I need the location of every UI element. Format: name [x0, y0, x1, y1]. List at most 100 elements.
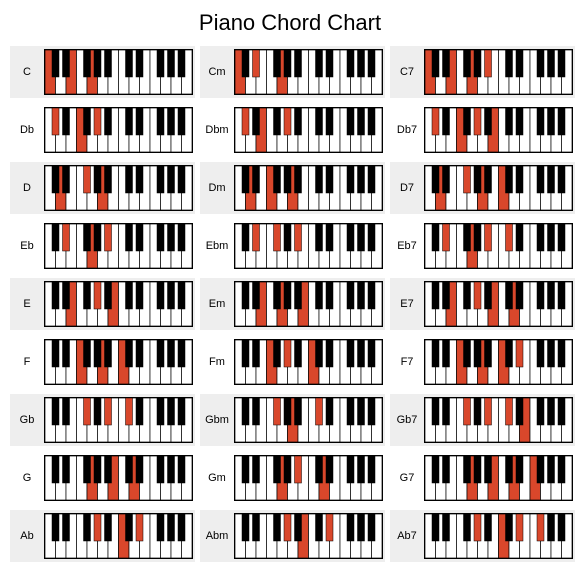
- black-key: [537, 514, 544, 541]
- chord-label: F7: [392, 356, 424, 368]
- black-key: [516, 282, 523, 309]
- black-key: [347, 514, 354, 541]
- black-key: [548, 224, 555, 251]
- black-key: [432, 398, 439, 425]
- chord-cell: F: [10, 336, 195, 388]
- black-key: [242, 50, 249, 77]
- black-key: [136, 340, 143, 367]
- chord-label: C7: [392, 66, 424, 78]
- black-key: [485, 340, 492, 367]
- black-key: [474, 398, 481, 425]
- chord-label: Abm: [202, 530, 234, 542]
- black-key: [432, 340, 439, 367]
- black-key: [464, 50, 471, 77]
- black-key: [326, 108, 333, 135]
- black-key: [485, 108, 492, 135]
- keyboard-wrap: [234, 513, 383, 559]
- keyboard: [44, 107, 193, 153]
- black-key: [347, 108, 354, 135]
- black-key: [485, 50, 492, 77]
- keyboard-wrap: [44, 107, 193, 153]
- black-key: [316, 398, 323, 425]
- black-key: [516, 340, 523, 367]
- black-key: [316, 224, 323, 251]
- black-key: [168, 108, 175, 135]
- keyboard-wrap: [44, 223, 193, 269]
- chord-cell: Abm: [200, 510, 385, 562]
- black-key: [464, 398, 471, 425]
- black-key: [464, 514, 471, 541]
- keyboard-wrap: [44, 513, 193, 559]
- black-key: [358, 340, 365, 367]
- black-key: [274, 50, 281, 77]
- chart-page: Piano Chord Chart CCmC7DbDbmDb7DDmD7EbEb…: [0, 0, 580, 568]
- keyboard: [234, 223, 383, 269]
- black-key: [347, 224, 354, 251]
- black-key: [485, 282, 492, 309]
- chord-label: Db: [12, 124, 44, 136]
- black-key: [443, 166, 450, 193]
- black-key: [485, 398, 492, 425]
- keyboard-wrap: [44, 339, 193, 385]
- black-key: [136, 108, 143, 135]
- black-key: [358, 514, 365, 541]
- keyboard: [44, 513, 193, 559]
- chord-cell: Cm: [200, 46, 385, 98]
- black-key: [558, 166, 565, 193]
- black-key: [242, 340, 249, 367]
- chord-cell: Db: [10, 104, 195, 156]
- chord-label: Ab7: [392, 530, 424, 542]
- black-key: [432, 456, 439, 483]
- black-key: [284, 166, 291, 193]
- black-key: [506, 50, 513, 77]
- chord-label: Ab: [12, 530, 44, 542]
- chord-label: Gb: [12, 414, 44, 426]
- black-key: [168, 398, 175, 425]
- black-key: [464, 166, 471, 193]
- chord-label: Gb7: [392, 414, 424, 426]
- black-key: [63, 224, 70, 251]
- keyboard: [44, 281, 193, 327]
- black-key: [63, 398, 70, 425]
- black-key: [178, 398, 185, 425]
- black-key: [136, 166, 143, 193]
- black-key: [432, 514, 439, 541]
- keyboard: [234, 107, 383, 153]
- black-key: [537, 166, 544, 193]
- keyboard: [44, 397, 193, 443]
- black-key: [94, 340, 101, 367]
- keyboard: [44, 165, 193, 211]
- black-key: [506, 398, 513, 425]
- black-key: [178, 282, 185, 309]
- black-key: [157, 398, 164, 425]
- black-key: [464, 456, 471, 483]
- chord-label: Eb: [12, 240, 44, 252]
- black-key: [326, 514, 333, 541]
- black-key: [316, 50, 323, 77]
- black-key: [274, 456, 281, 483]
- chord-label: F: [12, 356, 44, 368]
- black-key: [94, 514, 101, 541]
- black-key: [485, 224, 492, 251]
- black-key: [274, 514, 281, 541]
- black-key: [274, 398, 281, 425]
- black-key: [84, 50, 91, 77]
- black-key: [443, 224, 450, 251]
- black-key: [105, 108, 112, 135]
- black-key: [242, 166, 249, 193]
- black-key: [558, 224, 565, 251]
- black-key: [368, 514, 375, 541]
- black-key: [474, 166, 481, 193]
- black-key: [253, 166, 260, 193]
- chord-cell: Gb7: [390, 394, 575, 446]
- chord-cell: G: [10, 452, 195, 504]
- black-key: [548, 282, 555, 309]
- black-key: [52, 398, 59, 425]
- black-key: [126, 398, 133, 425]
- black-key: [105, 224, 112, 251]
- black-key: [126, 282, 133, 309]
- black-key: [537, 282, 544, 309]
- keyboard: [424, 107, 573, 153]
- black-key: [126, 166, 133, 193]
- black-key: [63, 108, 70, 135]
